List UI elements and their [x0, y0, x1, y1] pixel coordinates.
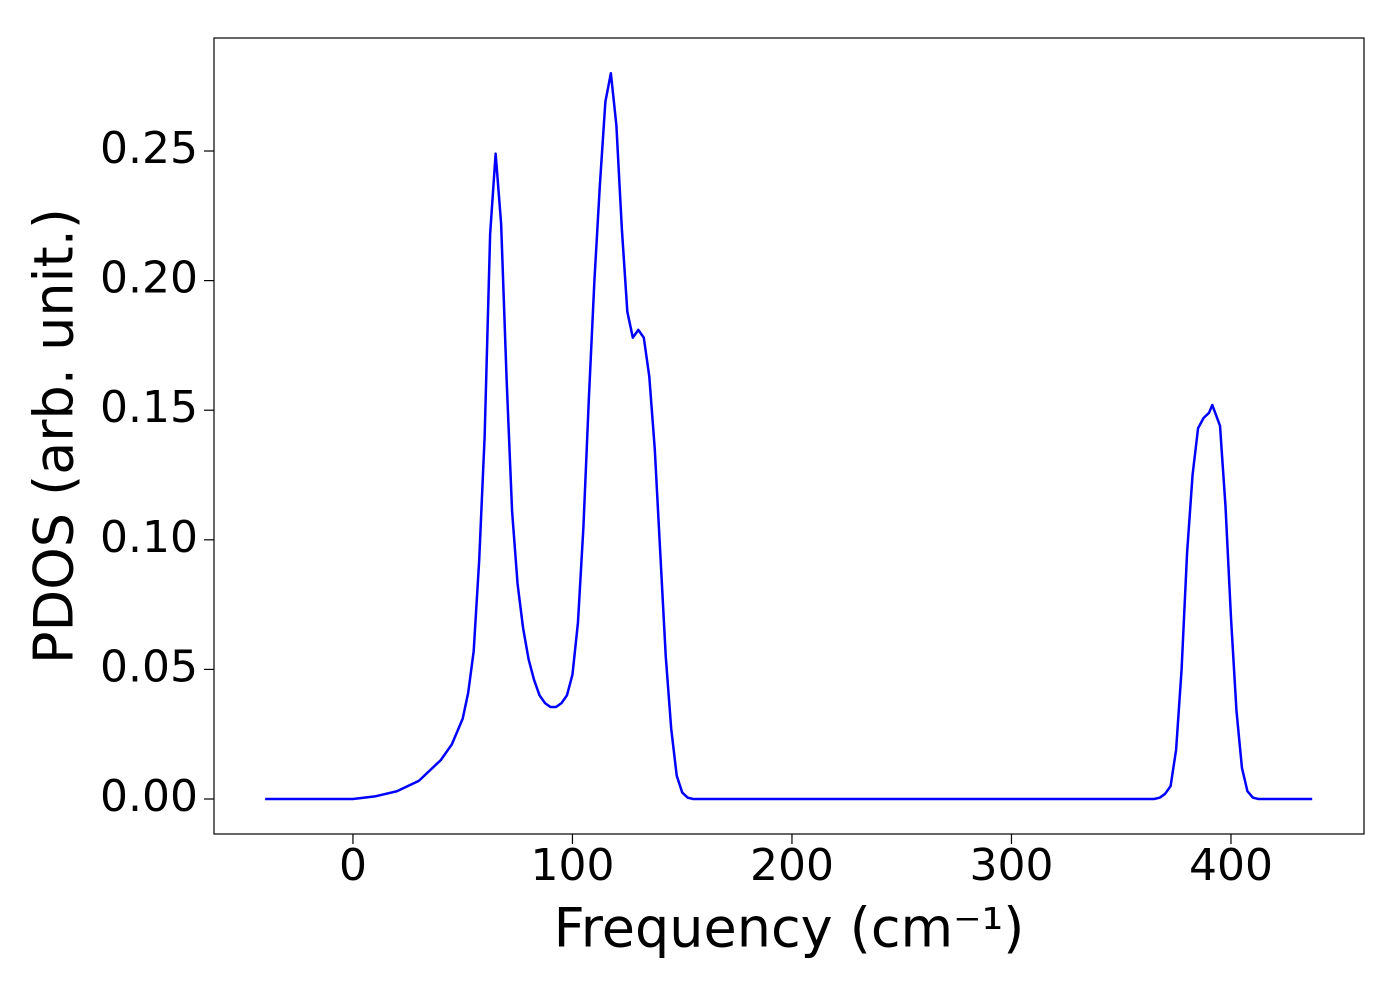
axes-frame: [213, 37, 1365, 835]
pdos-line: [265, 72, 1313, 801]
y-tick-label: 0.20: [100, 253, 198, 304]
x-tick-label: 100: [530, 840, 614, 891]
y-tick-label: 0.05: [100, 641, 198, 692]
y-tick-label: 0.25: [100, 123, 198, 174]
y-axis-label: PDOS (arb. unit.): [23, 208, 86, 664]
y-tick-label: 0.10: [100, 512, 198, 563]
y-tick-label: 0.00: [100, 771, 198, 822]
x-tick-label: 0: [339, 840, 367, 891]
x-tick-label: 400: [1189, 840, 1273, 891]
x-tick-label: 200: [750, 840, 834, 891]
y-tick-label: 0.15: [100, 382, 198, 433]
x-axis-label: Frequency (cm⁻¹): [554, 897, 1025, 960]
x-tick-label: 300: [969, 840, 1053, 891]
